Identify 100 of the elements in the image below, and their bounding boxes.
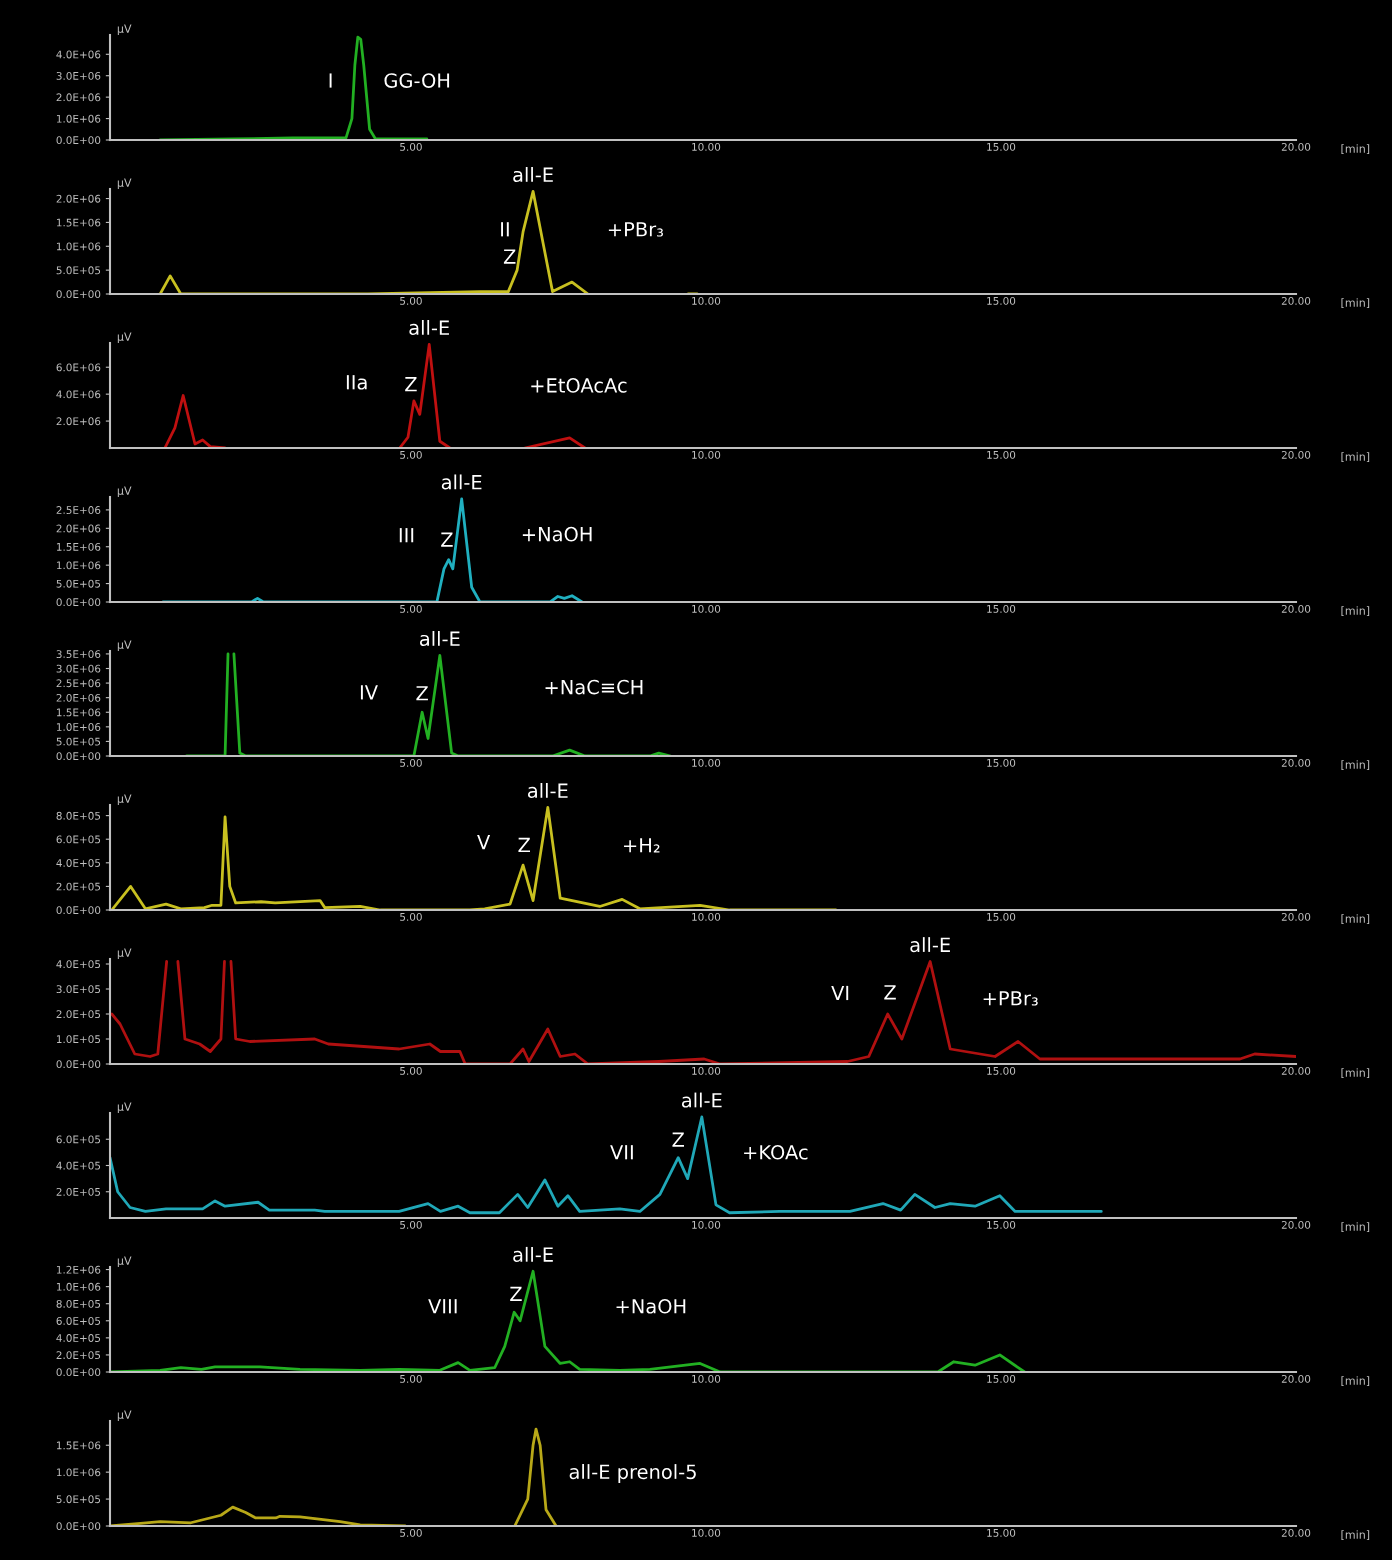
annotation: II: [501, 222, 509, 237]
annotation: all-E: [441, 474, 482, 490]
x-tick-label: 5.00: [400, 758, 422, 767]
y-axis-title: µV: [117, 1102, 132, 1113]
y-tick-label: 3.0E+06: [56, 664, 101, 673]
y-axis-title: µV: [117, 1410, 132, 1421]
x-tick-label: 20.00: [1281, 296, 1311, 305]
x-tick-label: 15.00: [987, 296, 1016, 305]
y-tick-label: 4.0E+05: [56, 1334, 101, 1342]
x-tick-label: 15.00: [987, 758, 1016, 767]
annotation: Z: [503, 249, 516, 264]
x-axis-title: [min]: [1341, 144, 1370, 155]
x-tick-label: 10.00: [692, 758, 721, 767]
annotation: all-E: [681, 1092, 722, 1108]
y-tick-label: 0.0E+00: [56, 1522, 101, 1531]
y-axis-title: µV: [117, 332, 132, 343]
y-axis-title: µV: [117, 948, 132, 959]
annotation: all-E: [409, 319, 449, 336]
y-tick-label: 5.0E+05: [56, 737, 101, 746]
y-tick-label: 4.0E+06: [56, 50, 101, 59]
y-tick-label: 0.0E+00: [56, 906, 101, 915]
y-axis-title: µV: [117, 486, 132, 497]
y-tick-label: 5.0E+05: [56, 266, 101, 275]
x-tick-label: 10.00: [692, 296, 721, 305]
y-tick-label: 4.0E+06: [56, 390, 101, 399]
x-tick-label: 5.00: [400, 1528, 422, 1537]
x-tick-label: 10.00: [692, 450, 721, 459]
annotation: all-E prenol-5: [569, 1464, 696, 1483]
annotation: +PBr₃: [983, 991, 1038, 1006]
y-tick-label: 4.0E+05: [56, 1161, 101, 1170]
y-tick-label: 1.0E+05: [56, 1035, 101, 1044]
annotation: Z: [405, 377, 417, 392]
x-tick-label: 20.00: [1281, 758, 1311, 767]
x-tick-label: 15.00: [987, 450, 1016, 459]
annotation: +NaC≡CH: [545, 679, 643, 695]
x-tick-label: 15.00: [987, 1220, 1016, 1229]
y-tick-label: 5.0E+05: [56, 1495, 101, 1504]
x-tick-label: 15.00: [987, 604, 1016, 613]
y-tick-label: 1.5E+06: [56, 1441, 101, 1450]
line-series: [110, 1115, 1103, 1215]
annotation: Z: [416, 686, 428, 701]
y-tick-label: 2.0E+06: [56, 417, 101, 426]
y-tick-label: 0.0E+00: [56, 598, 101, 607]
annotation: Z: [510, 1286, 522, 1301]
x-tick-label: 10.00: [692, 604, 721, 613]
x-tick-label: 15.00: [987, 912, 1016, 921]
x-axis-title: [min]: [1341, 1068, 1370, 1079]
annotation: Z: [672, 1132, 685, 1147]
annotation: IV: [360, 685, 378, 700]
x-tick-label: 5.00: [400, 1066, 422, 1075]
y-tick-label: 1.0E+06: [56, 114, 101, 123]
x-tick-label: 5.00: [400, 142, 422, 151]
y-tick-label: 8.0E+05: [56, 811, 101, 820]
y-axis-title: µV: [117, 794, 132, 805]
annotation: all-E: [910, 937, 950, 953]
y-tick-label: 6.0E+05: [56, 1135, 101, 1144]
y-tick-label: 1.0E+06: [56, 1282, 101, 1291]
x-tick-label: 5.00: [400, 1220, 422, 1229]
annotation: V: [477, 835, 491, 850]
x-tick-label: 15.00: [987, 142, 1016, 151]
x-tick-label: 5.00: [400, 1374, 422, 1383]
y-tick-label: 0.0E+00: [56, 752, 101, 761]
x-tick-label: 20.00: [1281, 1066, 1311, 1075]
y-tick-label: 2.0E+06: [56, 194, 101, 203]
annotation: all-E: [513, 167, 553, 183]
x-tick-label: 20.00: [1281, 1374, 1311, 1383]
y-tick-label: 2.0E+06: [56, 524, 101, 533]
y-tick-label: 5.0E+05: [56, 579, 101, 588]
y-tick-label: 1.5E+06: [56, 542, 101, 551]
x-axis-title: [min]: [1341, 1222, 1370, 1233]
annotation: VI: [831, 985, 849, 1001]
x-tick-label: 5.00: [400, 450, 422, 459]
x-tick-label: 15.00: [987, 1528, 1016, 1537]
y-axis-title: µV: [117, 24, 132, 35]
y-tick-label: 2.0E+06: [56, 693, 101, 702]
x-axis-title: [min]: [1341, 1376, 1370, 1387]
annotation: GG-OH: [384, 73, 450, 88]
x-tick-label: 10.00: [692, 912, 721, 921]
y-tick-label: 0.0E+00: [56, 1060, 101, 1069]
x-tick-label: 10.00: [692, 1220, 721, 1229]
annotation: +EtOAcAc: [531, 378, 627, 393]
y-tick-label: 3.0E+06: [56, 71, 101, 80]
x-tick-label: 20.00: [1281, 450, 1311, 459]
y-tick-label: 0.0E+00: [56, 136, 101, 145]
y-tick-label: 1.5E+06: [56, 708, 101, 717]
x-tick-label: 20.00: [1281, 1528, 1311, 1537]
y-tick-label: 0.0E+00: [56, 1368, 101, 1377]
annotation: all-E: [513, 1246, 553, 1262]
y-tick-label: 2.0E+05: [56, 1351, 101, 1360]
x-tick-label: 20.00: [1281, 1220, 1311, 1229]
annotation: VIII: [428, 1299, 457, 1314]
x-axis-title: [min]: [1341, 760, 1370, 771]
y-axis-title: µV: [117, 640, 132, 651]
y-tick-label: 6.0E+05: [56, 835, 101, 844]
annotation: +NaOH: [616, 1298, 686, 1314]
y-tick-label: 1.2E+06: [56, 1265, 101, 1274]
y-tick-label: 1.5E+06: [56, 218, 101, 227]
annotation: Z: [884, 985, 896, 1000]
y-tick-label: 8.0E+05: [56, 1299, 101, 1308]
y-tick-label: 1.0E+06: [56, 1468, 101, 1477]
